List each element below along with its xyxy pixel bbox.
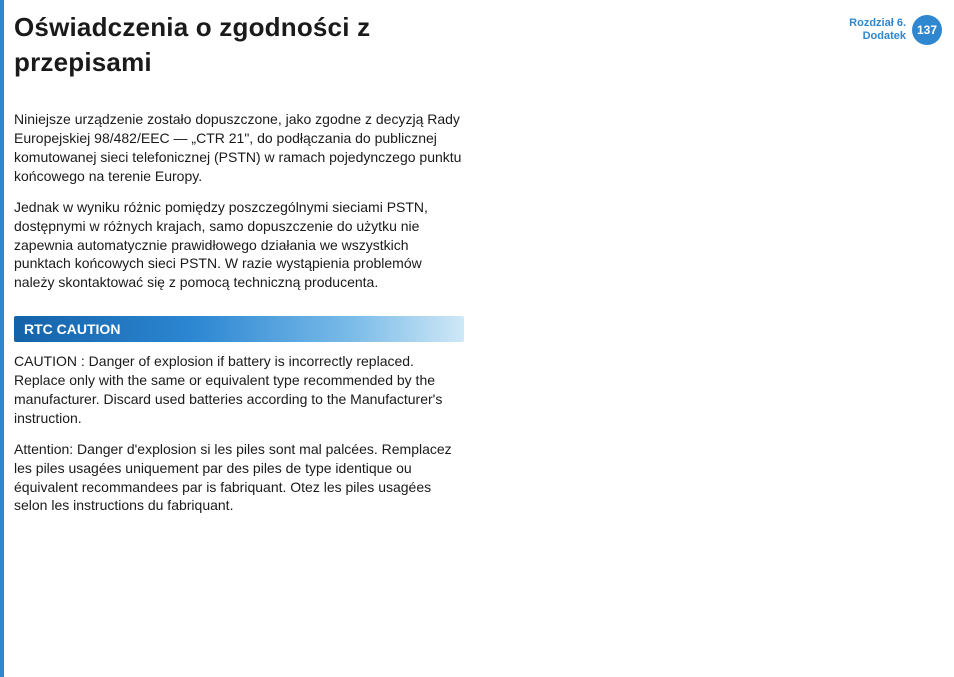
page-title: Oświadczenia o zgodności z przepisami — [14, 10, 464, 80]
content-column: Oświadczenia o zgodności z przepisami Ni… — [14, 10, 464, 527]
page-number: 137 — [917, 22, 937, 38]
page-number-badge: 137 — [912, 15, 942, 45]
chapter-label: Rozdział 6. Dodatek — [849, 17, 906, 42]
left-edge-bar — [0, 0, 4, 677]
chapter-line-1: Rozdział 6. — [849, 17, 906, 30]
header-right: Rozdział 6. Dodatek 137 — [849, 12, 942, 48]
intro-paragraph-1: Niniejsze urządzenie zostało dopuszczone… — [14, 110, 464, 186]
rtc-paragraph-fr: Attention: Danger d'explosion si les pil… — [14, 440, 464, 516]
rtc-paragraph-en: CAUTION : Danger of explosion if battery… — [14, 352, 464, 428]
chapter-line-2: Dodatek — [849, 30, 906, 43]
page: Rozdział 6. Dodatek 137 Oświadczenia o z… — [0, 0, 954, 677]
intro-paragraph-2: Jednak w wyniku różnic pomiędzy poszczeg… — [14, 198, 464, 292]
rtc-caution-heading: RTC CAUTION — [14, 316, 464, 342]
